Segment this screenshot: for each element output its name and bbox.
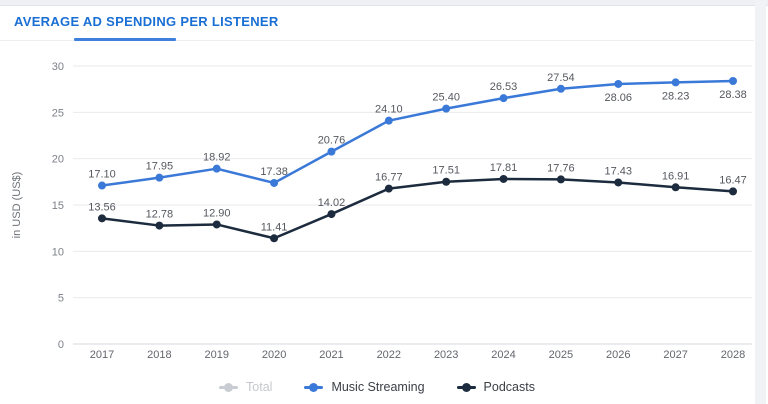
data-point-podcasts-2023[interactable] — [442, 177, 451, 186]
data-point-music-streaming-2018[interactable] — [155, 173, 164, 182]
data-point-music-streaming-2025[interactable] — [556, 84, 565, 93]
chart-header: AVERAGE AD SPENDING PER LISTENER — [0, 7, 754, 41]
data-point-podcasts-2021[interactable] — [327, 210, 336, 219]
legend-item-podcasts[interactable]: Podcasts — [456, 380, 535, 394]
y-tick-label: 15 — [52, 200, 64, 212]
data-label-music-streaming-2018: 17.95 — [146, 161, 174, 173]
y-tick-label: 20 — [52, 154, 64, 166]
data-label-podcasts-2022: 16.77 — [375, 172, 403, 184]
data-point-podcasts-2022[interactable] — [384, 184, 393, 193]
data-label-music-streaming-2026: 28.06 — [605, 92, 633, 104]
y-tick-label: 10 — [52, 246, 64, 258]
data-point-music-streaming-2027[interactable] — [671, 78, 680, 87]
data-point-music-streaming-2017[interactable] — [98, 181, 106, 190]
data-point-music-streaming-2024[interactable] — [499, 94, 508, 103]
data-label-podcasts-2028: 16.47 — [719, 174, 747, 186]
data-label-podcasts-2021: 14.02 — [318, 197, 346, 209]
data-label-podcasts-2023: 17.51 — [432, 165, 460, 177]
data-point-podcasts-2018[interactable] — [155, 221, 164, 230]
data-label-music-streaming-2024: 26.53 — [490, 81, 518, 93]
x-tick-label-2023: 2023 — [434, 349, 458, 361]
data-point-music-streaming-2020[interactable] — [270, 178, 279, 187]
series-line-podcasts — [100, 177, 735, 240]
legend-label-total: Total — [246, 380, 273, 394]
legend-marker-total — [219, 382, 239, 392]
data-point-podcasts-2017[interactable] — [98, 214, 106, 223]
data-label-music-streaming-2027: 28.23 — [662, 90, 690, 102]
data-point-podcasts-2020[interactable] — [270, 234, 279, 243]
data-label-podcasts-2024: 17.81 — [490, 162, 518, 174]
legend-label-music-streaming: Music Streaming — [331, 380, 425, 394]
data-label-music-streaming-2021: 20.76 — [318, 135, 346, 147]
x-tick-label-2027: 2027 — [663, 349, 687, 361]
data-label-podcasts-2027: 16.91 — [662, 170, 690, 182]
x-tick-label-2017: 2017 — [90, 349, 114, 361]
data-point-music-streaming-2021[interactable] — [327, 147, 336, 156]
data-label-music-streaming-2017: 17.10 — [88, 169, 116, 181]
data-point-podcasts-2024[interactable] — [499, 174, 508, 183]
x-tick-label-2026: 2026 — [606, 349, 630, 361]
data-point-music-streaming-2019[interactable] — [212, 164, 221, 173]
chart-legend: Total Music Streaming Podcasts — [0, 377, 754, 397]
data-point-podcasts-2027[interactable] — [671, 183, 680, 192]
data-label-music-streaming-2023: 25.40 — [432, 92, 460, 104]
legend-label-podcasts: Podcasts — [483, 380, 535, 394]
right-gutter-strip — [755, 0, 766, 404]
legend-marker-music-streaming — [304, 382, 324, 392]
series-line-music-streaming — [100, 79, 735, 187]
data-label-music-streaming-2025: 27.54 — [547, 72, 575, 84]
data-point-podcasts-2026[interactable] — [614, 178, 623, 187]
x-tick-label-2021: 2021 — [319, 349, 343, 361]
data-point-podcasts-2025[interactable] — [556, 175, 565, 184]
data-label-podcasts-2019: 12.90 — [203, 207, 231, 219]
y-tick-label: 0 — [58, 339, 64, 351]
x-tick-label-2018: 2018 — [147, 349, 171, 361]
data-label-podcasts-2025: 17.76 — [547, 162, 575, 174]
active-tab-indicator — [74, 38, 176, 41]
data-point-podcasts-2019[interactable] — [212, 220, 221, 229]
data-label-podcasts-2026: 17.43 — [605, 165, 633, 177]
data-label-podcasts-2018: 12.78 — [146, 209, 174, 221]
y-tick-label: 5 — [58, 293, 64, 305]
legend-item-music-streaming[interactable]: Music Streaming — [304, 380, 425, 394]
y-tick-label: 25 — [52, 107, 64, 119]
x-tick-label-2028: 2028 — [721, 349, 745, 361]
data-point-podcasts-2028[interactable] — [729, 187, 737, 196]
legend-marker-podcasts — [456, 382, 476, 392]
y-axis-title: in USD (US$) — [11, 172, 23, 239]
top-border-strip — [0, 0, 768, 6]
data-label-music-streaming-2028: 28.38 — [719, 89, 747, 101]
data-label-music-streaming-2020: 17.38 — [260, 166, 288, 178]
x-tick-label-2019: 2019 — [204, 349, 228, 361]
data-label-music-streaming-2019: 18.92 — [203, 152, 231, 164]
y-tick-label: 30 — [52, 61, 64, 73]
x-tick-label-2022: 2022 — [377, 349, 401, 361]
x-tick-label-2020: 2020 — [262, 349, 286, 361]
legend-item-total[interactable]: Total — [219, 380, 272, 394]
data-point-music-streaming-2023[interactable] — [442, 104, 451, 113]
data-point-music-streaming-2022[interactable] — [384, 116, 393, 125]
x-tick-label-2024: 2024 — [491, 349, 515, 361]
data-label-podcasts-2017: 13.56 — [88, 201, 116, 213]
data-label-podcasts-2020: 11.41 — [261, 221, 288, 233]
chart-title-tab[interactable]: AVERAGE AD SPENDING PER LISTENER — [14, 14, 279, 29]
data-point-music-streaming-2026[interactable] — [614, 79, 623, 88]
x-tick-label-2025: 2025 — [549, 349, 573, 361]
header-divider — [0, 40, 754, 41]
data-point-music-streaming-2028[interactable] — [729, 77, 737, 86]
data-label-music-streaming-2022: 24.10 — [375, 104, 403, 116]
line-chart: 0 5 10 15 20 25 30 in USD (US$) 2017 2018 2019 2020… — [0, 44, 768, 374]
